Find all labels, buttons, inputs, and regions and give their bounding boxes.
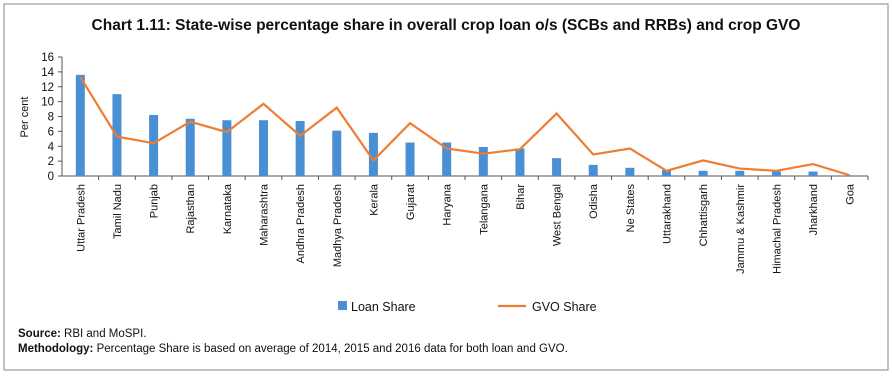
x-tick-label: Telangana bbox=[478, 183, 490, 235]
x-tick-label: Bihar bbox=[515, 184, 527, 210]
chart-title: Chart 1.11: State-wise percentage share … bbox=[92, 17, 801, 34]
methodology-label: Methodology: bbox=[18, 343, 93, 355]
y-tick-label: 6 bbox=[48, 126, 54, 138]
x-tick-label: Punjab bbox=[149, 184, 161, 218]
x-tick-label: Odisha bbox=[588, 183, 600, 219]
bar bbox=[368, 132, 378, 176]
bar bbox=[771, 171, 781, 176]
bar bbox=[222, 120, 232, 176]
legend-swatch bbox=[338, 301, 347, 310]
bar bbox=[662, 170, 671, 176]
line bbox=[79, 76, 851, 177]
legend-label: Loan Share bbox=[351, 300, 416, 314]
x-tick-label: Gujarat bbox=[405, 184, 417, 220]
x-tick-label: Jharkhand bbox=[808, 184, 820, 235]
x-tick-label: Kerala bbox=[368, 183, 380, 216]
bar bbox=[75, 74, 85, 176]
methodology-text: Percentage Share is based on average of … bbox=[97, 343, 568, 355]
legend-label: GVO Share bbox=[532, 300, 597, 314]
x-tick-label: Uttar Pradesh bbox=[75, 184, 87, 252]
x-tick-label: Maharashtra bbox=[259, 183, 271, 246]
source-label: Source: bbox=[18, 328, 61, 340]
methodology: Methodology: Percentage Share is based o… bbox=[18, 343, 568, 355]
x-tick-label: Himachal Pradesh bbox=[771, 184, 783, 274]
y-tick-label: 12 bbox=[41, 82, 54, 94]
y-tick-label: 0 bbox=[48, 171, 54, 183]
x-tick-label: Madhya Pradesh bbox=[332, 184, 344, 267]
bar bbox=[552, 158, 562, 176]
bar bbox=[625, 167, 635, 176]
bar bbox=[185, 118, 195, 176]
x-tick-label: Rajasthan bbox=[185, 184, 197, 234]
bar bbox=[259, 120, 268, 176]
bar bbox=[515, 148, 525, 176]
x-tick-label: Karnataka bbox=[222, 183, 234, 234]
x-tick-label: Chhattisgarh bbox=[698, 184, 710, 246]
bar bbox=[808, 171, 818, 176]
y-tick-label: 16 bbox=[41, 52, 54, 64]
y-axis-label: Per cent bbox=[19, 97, 31, 138]
bar bbox=[588, 164, 598, 176]
x-tick-label: Uttarakhand bbox=[662, 184, 674, 244]
source: Source: RBI and MoSPI. bbox=[18, 328, 147, 340]
bar bbox=[295, 120, 305, 176]
bar bbox=[845, 175, 855, 176]
y-tick-label: 2 bbox=[48, 156, 54, 168]
x-tick-label: Andhra Pradesh bbox=[295, 184, 307, 264]
x-tick-label: West Bengal bbox=[552, 184, 564, 246]
bar bbox=[149, 115, 159, 176]
source-text: RBI and MoSPI. bbox=[64, 328, 146, 340]
x-tick-label: Tamil Nadu bbox=[112, 184, 124, 239]
bar bbox=[332, 130, 342, 176]
y-tick-label: 10 bbox=[41, 97, 54, 109]
x-tick-label: Ne States bbox=[625, 184, 637, 233]
x-tick-label: Haryana bbox=[442, 183, 454, 225]
x-tick-label: Goa bbox=[845, 183, 857, 205]
bar bbox=[405, 142, 415, 176]
x-tick-label: Jammu & Kashmir bbox=[735, 184, 747, 274]
bar bbox=[735, 170, 745, 176]
bar bbox=[698, 170, 708, 176]
bar bbox=[442, 142, 452, 176]
frame bbox=[3, 3, 889, 371]
y-tick-label: 14 bbox=[41, 67, 54, 79]
y-tick-label: 8 bbox=[48, 112, 54, 124]
y-tick-label: 4 bbox=[48, 141, 55, 153]
bar bbox=[478, 146, 488, 176]
